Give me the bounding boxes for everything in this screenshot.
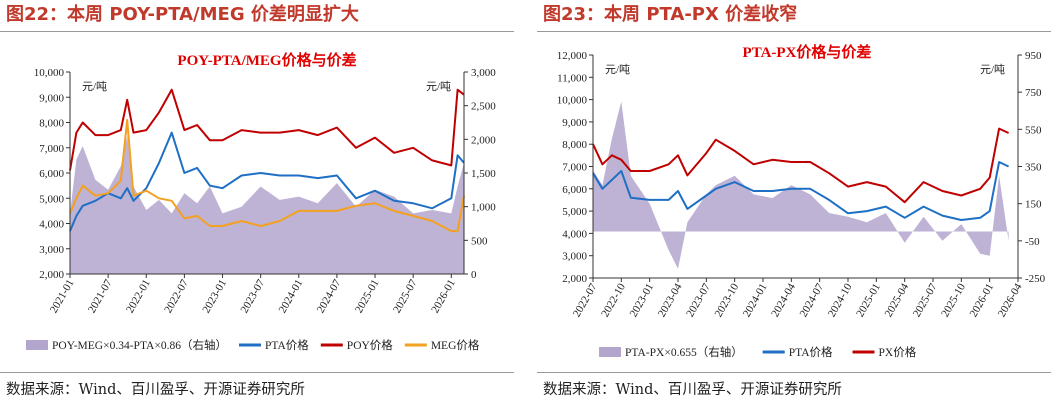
legend-label: POY价格 <box>347 338 394 352</box>
y-tick-label-left: 12,000 <box>557 50 588 62</box>
source-note: 数据来源：Wind、百川盈孚、开源证券研究所 <box>6 382 305 398</box>
y-tick-label-left: 11,000 <box>557 72 587 84</box>
figure-22-panel: 图22：本周 POY-PTA/MEG 价差明显扩大 2,000 3,000 4,00… <box>0 0 520 404</box>
legend-label: POY-MEG×0.34-PTA×0.86（右轴） <box>52 338 227 352</box>
y-tick-label-left: 4,000 <box>562 228 587 240</box>
x-tick-label: 2023-07 <box>239 277 268 315</box>
x-tick-label: 2022-10 <box>599 281 628 319</box>
legend-label: PTA价格 <box>789 345 833 359</box>
source-rule <box>0 372 514 373</box>
x-tick-label: 2023-07 <box>684 281 713 319</box>
y-tick-label-right: 0 <box>471 269 477 281</box>
legend-swatch <box>26 340 48 350</box>
y-tick-label-left: 7,000 <box>562 162 587 174</box>
legend-label: PTA价格 <box>265 338 309 352</box>
series-line <box>69 119 465 233</box>
title-rule <box>537 31 1051 32</box>
legend-label: MEG价格 <box>431 338 480 352</box>
x-tick-label: 2021-01 <box>48 278 77 316</box>
series-line <box>592 127 1010 204</box>
x-tick-label: 2023-04 <box>656 281 685 319</box>
figure-title: 图23：本周 PTA-PX 价差收窄 <box>543 4 798 25</box>
y-tick-label-right: -50 <box>1025 236 1040 248</box>
x-tick-label: 2023-10 <box>713 281 742 319</box>
chart-area: 2,000 3,000 4,000 5,000 6,000 7,000 8,000 9,000… <box>537 40 1051 366</box>
y-tick-label-left: 9,000 <box>39 92 64 104</box>
series-line <box>69 88 465 171</box>
chart-title: PTA-PX价格与价差 <box>743 43 872 61</box>
legend-swatch <box>599 347 621 357</box>
x-tick-label: 2025-07 <box>911 281 940 319</box>
y-tick-label-right: 750 <box>1025 87 1042 99</box>
x-tick-label: 2024-01 <box>741 282 770 320</box>
x-tick-label: 2025-04 <box>883 281 912 319</box>
y-tick-label-left: 8,000 <box>39 118 64 130</box>
y-tick-label-right: 1,000 <box>471 202 496 214</box>
y-tick-label-left: 6,000 <box>562 184 587 196</box>
figure-23-panel: 图23：本周 PTA-PX 价差收窄 2,000 3,000 4,000 5,000 6… <box>537 0 1057 404</box>
legend-label: PX价格 <box>879 345 917 359</box>
x-tick-label: 2022-07 <box>162 277 191 315</box>
x-tick-label: 2024-01 <box>277 278 306 316</box>
x-tick-label: 2026-04 <box>996 281 1025 319</box>
x-tick-label: 2025-01 <box>854 282 883 320</box>
y-tick-label-left: 6,000 <box>39 168 64 180</box>
x-tick-label: 2022-07 <box>571 281 600 319</box>
x-tick-label: 2022-01 <box>124 278 153 316</box>
x-tick-label: 2024-10 <box>826 281 855 319</box>
y-tick-label-left: 10,000 <box>557 95 588 107</box>
source-note: 数据来源：Wind、百川盈孚、开源证券研究所 <box>543 382 842 398</box>
y-tick-label-right: 950 <box>1025 50 1042 62</box>
x-tick-label: 2024-04 <box>769 281 798 319</box>
y-unit-right: 元/吨 <box>980 63 1005 76</box>
y-tick-label-left: 9,000 <box>562 117 587 129</box>
y-tick-label-left: 2,000 <box>39 269 64 281</box>
chart-svg: 2,000 3,000 4,000 5,000 6,000 7,000 8,000 9,000… <box>557 43 1046 359</box>
y-unit-right: 元/吨 <box>426 80 451 93</box>
y-tick-label-right: 3,000 <box>471 67 496 79</box>
y-tick-label-left: 3,000 <box>562 251 587 263</box>
y-tick-label-right: 1,500 <box>471 168 496 180</box>
series-line <box>592 161 1010 221</box>
x-tick-label: 2025-10 <box>939 281 968 319</box>
x-tick-label: 2024-07 <box>798 281 827 319</box>
x-tick-label: 2026-01 <box>968 282 997 320</box>
x-tick-label: 2025-01 <box>353 278 382 316</box>
y-tick-label-right: -250 <box>1025 273 1046 285</box>
y-tick-label-right: 150 <box>1025 199 1042 211</box>
y-tick-label-left: 8,000 <box>562 139 587 151</box>
series-line <box>69 131 465 232</box>
y-tick-label-left: 4,000 <box>39 219 64 231</box>
y-tick-label-right: 500 <box>471 235 488 247</box>
x-tick-label: 2021-07 <box>86 277 115 315</box>
y-tick-label-left: 10,000 <box>34 67 65 79</box>
y-tick-label-left: 7,000 <box>39 143 64 155</box>
series-area <box>70 136 464 274</box>
x-tick-label: 2023-01 <box>200 278 229 316</box>
series-area <box>593 101 1009 269</box>
x-tick-label: 2023-01 <box>628 282 657 320</box>
y-tick-label-right: 550 <box>1025 124 1042 136</box>
y-tick-label-left: 2,000 <box>562 273 587 285</box>
x-tick-label: 2025-07 <box>391 277 420 315</box>
y-tick-label-left: 3,000 <box>39 244 64 256</box>
y-tick-label-right: 2,000 <box>471 134 496 146</box>
chart-svg: 2,000 3,000 4,000 5,000 6,000 7,000 8,000 9,000… <box>26 51 496 352</box>
figure-title: 图22：本周 POY-PTA/MEG 价差明显扩大 <box>6 4 359 25</box>
y-tick-label-right: 350 <box>1025 162 1042 174</box>
chart-title: POY-PTA/MEG价格与价差 <box>177 51 356 69</box>
y-unit-left: 元/吨 <box>605 63 630 76</box>
y-tick-label-left: 5,000 <box>562 206 587 218</box>
y-tick-label-right: 2,500 <box>471 101 496 113</box>
source-rule <box>537 372 1051 373</box>
chart-area: 2,000 3,000 4,000 5,000 6,000 7,000 8,000 9,000… <box>0 40 514 366</box>
x-tick-label: 2026-01 <box>429 278 458 316</box>
y-tick-label-left: 5,000 <box>39 193 64 205</box>
legend-label: PTA-PX×0.655（右轴） <box>625 345 743 359</box>
y-unit-left: 元/吨 <box>82 80 107 93</box>
title-rule <box>0 31 514 32</box>
x-tick-label: 2024-07 <box>315 277 344 315</box>
